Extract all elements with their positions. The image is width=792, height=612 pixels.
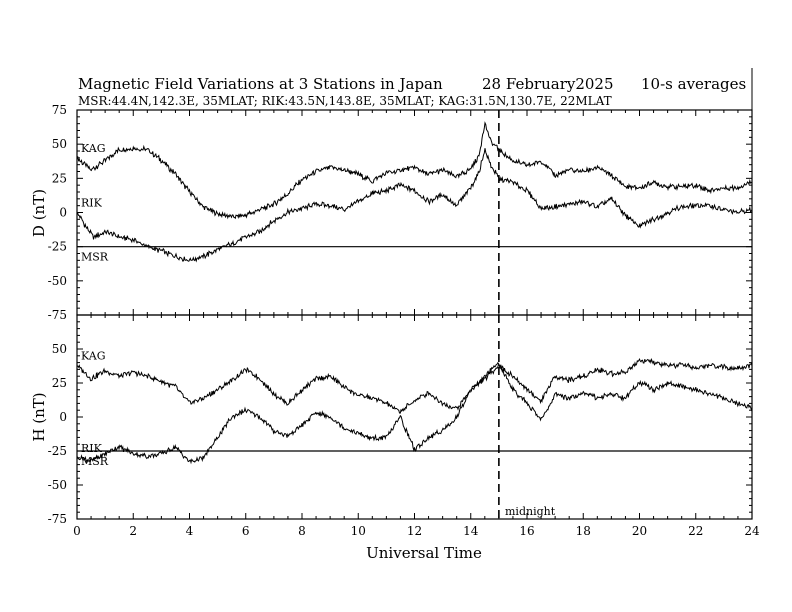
y-tick-label: -25 — [48, 444, 67, 458]
x-tick-label: 4 — [186, 524, 194, 538]
x-tick-label: 14 — [463, 524, 479, 538]
x-tick-label: 20 — [632, 524, 647, 538]
series-line-rik — [76, 362, 753, 465]
series-label-rik: RIK — [81, 197, 103, 210]
x-axis-title: Universal Time — [366, 544, 482, 562]
x-tick-label: 16 — [519, 524, 534, 538]
d-axis-title: D (nT) — [30, 189, 48, 237]
chart-title: Magnetic Field Variations at 3 Stations … — [78, 75, 443, 93]
midnight-label: midnight — [505, 505, 556, 518]
y-tick-label: -50 — [48, 274, 67, 288]
x-tick-label: 0 — [73, 524, 81, 538]
x-tick-label: 12 — [407, 524, 422, 538]
series-line-rik — [76, 148, 753, 263]
series-line-kag — [76, 121, 753, 220]
h-axis-title: H (nT) — [30, 392, 48, 441]
y-tick-label: -75 — [48, 308, 67, 322]
x-tick-label: 24 — [744, 524, 760, 538]
series-label-kag: KAG — [81, 349, 106, 362]
chart-date: 28 February2025 — [482, 75, 614, 93]
x-tick-label: 8 — [298, 524, 306, 538]
x-tick-label: 22 — [688, 524, 703, 538]
series-label-msr: MSR — [81, 251, 109, 264]
y-tick-label: 25 — [52, 376, 67, 390]
chart-averaging: 10-s averages — [641, 75, 746, 93]
y-tick-label: -25 — [48, 240, 67, 254]
station-coordinates: MSR:44.4N,142.3E, 35MLAT; RIK:43.5N,143.… — [78, 94, 612, 108]
series-label-rik: RIK — [81, 442, 103, 455]
y-tick-label: 25 — [52, 171, 67, 185]
x-tick-label: 18 — [576, 524, 591, 538]
y-tick-label: 0 — [59, 410, 67, 424]
y-tick-label: 50 — [52, 137, 67, 151]
series-label-kag: KAG — [81, 142, 106, 155]
y-tick-label: 75 — [52, 103, 67, 117]
y-tick-label: -75 — [48, 512, 67, 526]
y-tick-label: 50 — [52, 342, 67, 356]
series-line-kag — [76, 357, 753, 414]
y-tick-label: -50 — [48, 478, 67, 492]
x-tick-label: 2 — [129, 524, 137, 538]
x-tick-label: 6 — [242, 524, 250, 538]
y-tick-label: 0 — [59, 206, 67, 220]
x-tick-label: 10 — [351, 524, 366, 538]
